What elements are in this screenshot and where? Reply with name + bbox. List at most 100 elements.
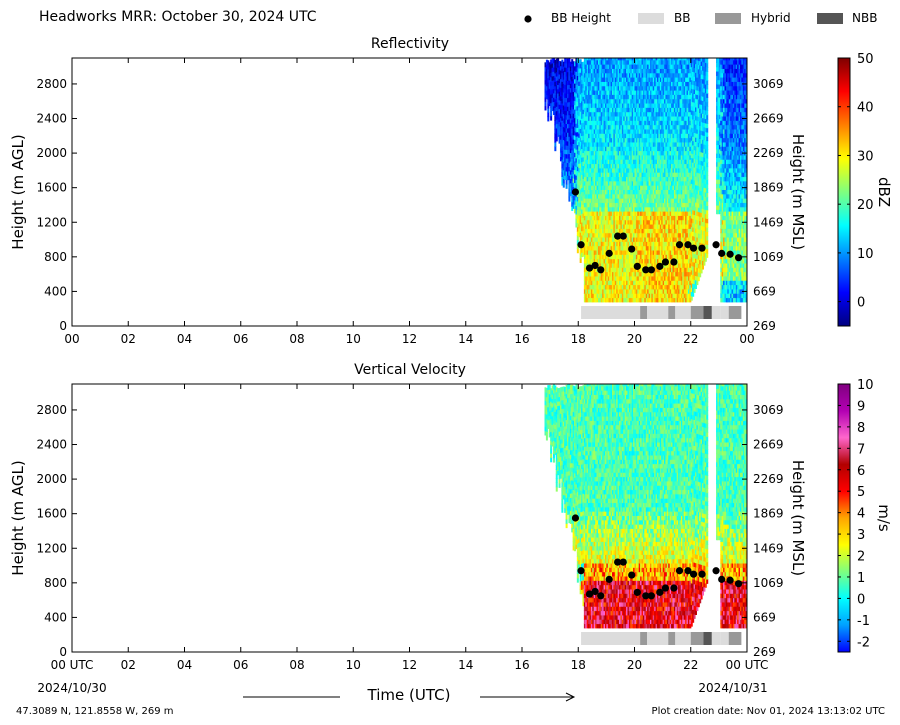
heatmap-cell: [644, 98, 647, 104]
heatmap-cell: [648, 280, 651, 286]
heatmap-cell: [548, 79, 551, 85]
heatmap-cell: [583, 206, 586, 212]
heatmap-cell: [662, 102, 665, 108]
heatmap-cell: [627, 297, 630, 303]
heatmap-cell: [603, 81, 606, 87]
heatmap-cell: [659, 172, 662, 178]
heatmap-cell: [664, 236, 667, 242]
heatmap-cell: [631, 94, 634, 100]
heatmap-cell: [647, 189, 650, 195]
heatmap-cell: [638, 280, 641, 286]
heatmap-cell: [673, 254, 676, 260]
heatmap-cell: [657, 215, 660, 221]
heatmap-cell: [590, 232, 593, 238]
heatmap-cell: [616, 115, 619, 121]
heatmap-cell: [633, 228, 636, 234]
heatmap-cell: [641, 262, 644, 268]
heatmap-cell: [666, 107, 669, 113]
heatmap-cell: [586, 163, 589, 169]
heatmap-cell: [600, 180, 603, 186]
heatmap-cell: [588, 133, 591, 139]
heatmap-cell: [673, 232, 676, 238]
heatmap-cell: [552, 101, 555, 107]
heatmap-cell: [638, 159, 641, 165]
heatmap-cell: [586, 120, 589, 126]
heatmap-cell: [555, 67, 558, 73]
heatmap-cell: [581, 139, 584, 145]
heatmap-cell: [678, 128, 681, 134]
heatmap-cell: [662, 72, 665, 78]
heatmap-cell: [668, 193, 671, 199]
heatmap-cell: [597, 85, 600, 91]
heatmap-cell: [565, 71, 568, 77]
heatmap-cell: [680, 232, 683, 238]
heatmap-cell: [559, 139, 562, 145]
heatmap-cell: [606, 81, 609, 87]
heatmap-cell: [683, 258, 686, 264]
heatmap-cell: [558, 65, 561, 71]
heatmap-cell: [617, 59, 620, 65]
heatmap-cell: [597, 167, 600, 173]
heatmap-cell: [596, 202, 599, 208]
heatmap-cell: [647, 159, 650, 165]
heatmap-cell: [641, 102, 644, 108]
heatmap-cell: [574, 139, 577, 145]
heatmap-cell: [602, 68, 605, 74]
heatmap-cell: [590, 219, 593, 225]
heatmap-cell: [652, 280, 655, 286]
heatmap-cell: [624, 64, 627, 69]
heatmap-cell: [602, 59, 605, 65]
heatmap-cell: [600, 102, 603, 108]
heatmap-cell: [669, 219, 672, 225]
heatmap-cell: [571, 132, 574, 138]
heatmap-cell: [590, 271, 593, 277]
heatmap-cell: [626, 215, 629, 221]
heatmap-cell: [627, 180, 630, 186]
heatmap-cell: [640, 176, 643, 182]
heatmap-cell: [630, 167, 633, 173]
heatmap-cell: [583, 111, 586, 117]
heatmap-cell: [571, 80, 574, 86]
heatmap-cell: [628, 98, 631, 104]
heatmap-cell: [572, 69, 575, 75]
heatmap-cell: [671, 245, 674, 251]
heatmap-cell: [581, 122, 584, 128]
heatmap-cell: [565, 136, 568, 142]
heatmap-cell: [686, 68, 689, 74]
heatmap-cell: [561, 146, 564, 152]
heatmap-cell: [609, 98, 612, 104]
heatmap-cell: [576, 71, 579, 77]
heatmap-cell: [637, 258, 640, 264]
heatmap-cell: [627, 223, 630, 229]
heatmap-cell: [634, 111, 637, 117]
heatmap-cell: [607, 206, 610, 212]
heatmap-cell: [680, 215, 683, 221]
heatmap-cell: [652, 77, 655, 82]
heatmap-cell: [583, 64, 586, 69]
heatmap-cell: [641, 206, 644, 212]
heatmap-cell: [662, 185, 665, 190]
heatmap-cell: [654, 189, 657, 195]
heatmap-cell: [589, 249, 592, 255]
heatmap-cell: [575, 218, 578, 224]
heatmap-cell: [597, 81, 600, 87]
heatmap-cell: [676, 68, 679, 74]
heatmap-cell: [669, 267, 672, 273]
heatmap-cell: [658, 146, 661, 152]
heatmap-cell: [638, 111, 641, 117]
heatmap-cell: [665, 198, 668, 203]
heatmap-cell: [610, 245, 613, 251]
heatmap-cell: [612, 202, 615, 208]
heatmap-cell: [610, 72, 613, 78]
heatmap-cell: [597, 77, 600, 82]
heatmap-cell: [671, 107, 674, 113]
heatmap-cell: [680, 111, 683, 117]
heatmap-cell: [614, 133, 617, 139]
heatmap-cell: [683, 124, 686, 130]
heatmap-cell: [675, 198, 678, 203]
heatmap-cell: [561, 115, 564, 121]
heatmap-cell: [561, 154, 564, 160]
heatmap-cell: [585, 211, 588, 216]
heatmap-cell: [554, 64, 557, 70]
heatmap-cell: [648, 258, 651, 264]
